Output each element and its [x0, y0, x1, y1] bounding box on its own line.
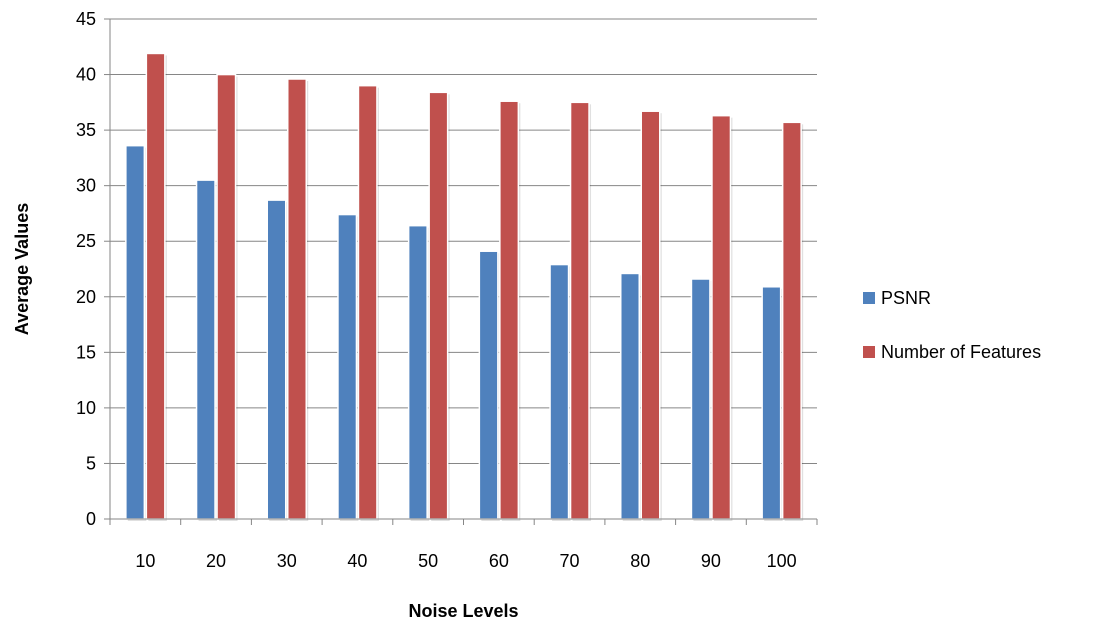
y-tick-label: 0	[86, 509, 96, 529]
bar-number-of-features	[357, 84, 378, 520]
bar-number-of-features	[428, 91, 449, 520]
y-tick-label: 20	[76, 287, 96, 307]
bar-psnr	[620, 272, 640, 520]
y-axis-title: Average Values	[12, 203, 32, 335]
bar-psnr	[337, 213, 358, 520]
bar-psnr	[125, 144, 146, 520]
y-tick-labels: 0 5 10 15 20 25 30 35 40 45	[76, 9, 96, 529]
x-tick-label: 60	[489, 551, 509, 571]
legend-swatch-number-of-features	[863, 346, 875, 358]
y-tick-label: 35	[76, 120, 96, 140]
x-axis-title: Noise Levels	[408, 601, 518, 621]
bar-number-of-features	[569, 101, 590, 520]
legend-label-number-of-features: Number of Features	[881, 342, 1041, 362]
bar-psnr	[478, 250, 499, 520]
bar-psnr	[761, 286, 782, 520]
y-tick-label: 40	[76, 65, 96, 85]
x-tick-label: 90	[701, 551, 721, 571]
x-tick-labels: 10 20 30 40 50 60 70 80 90 100	[135, 551, 796, 571]
legend-label-psnr: PSNR	[881, 288, 931, 308]
x-tick-label: 50	[418, 551, 438, 571]
y-tick-label: 45	[76, 9, 96, 29]
bar-psnr	[195, 179, 216, 520]
legend-swatch-psnr	[863, 292, 875, 304]
bar-number-of-features	[781, 121, 802, 520]
axes	[109, 19, 817, 520]
bar-psnr	[690, 278, 711, 520]
y-tick-label: 25	[76, 231, 96, 251]
bar-number-of-features	[499, 100, 520, 520]
x-tick-label: 100	[767, 551, 797, 571]
y-tick-label: 5	[86, 453, 96, 473]
y-tick-label: 10	[76, 398, 96, 418]
bar-number-of-features	[145, 52, 166, 520]
bar-psnr	[549, 263, 570, 520]
x-tick-label: 30	[277, 551, 297, 571]
y-tick-label: 15	[76, 342, 96, 362]
bar-number-of-features	[711, 114, 732, 520]
legend: PSNR Number of Features	[863, 288, 1041, 362]
bar-number-of-features	[287, 78, 307, 520]
bar-number-of-features	[640, 110, 661, 520]
x-tick-label: 80	[630, 551, 650, 571]
bar-psnr	[266, 199, 287, 520]
bar-psnr	[407, 224, 428, 520]
bars	[125, 52, 804, 522]
y-tick-label: 30	[76, 176, 96, 196]
x-tick-label: 10	[135, 551, 155, 571]
x-tick-label: 70	[560, 551, 580, 571]
bar-number-of-features	[216, 73, 237, 520]
x-tick-label: 40	[347, 551, 367, 571]
x-tick-label: 20	[206, 551, 226, 571]
